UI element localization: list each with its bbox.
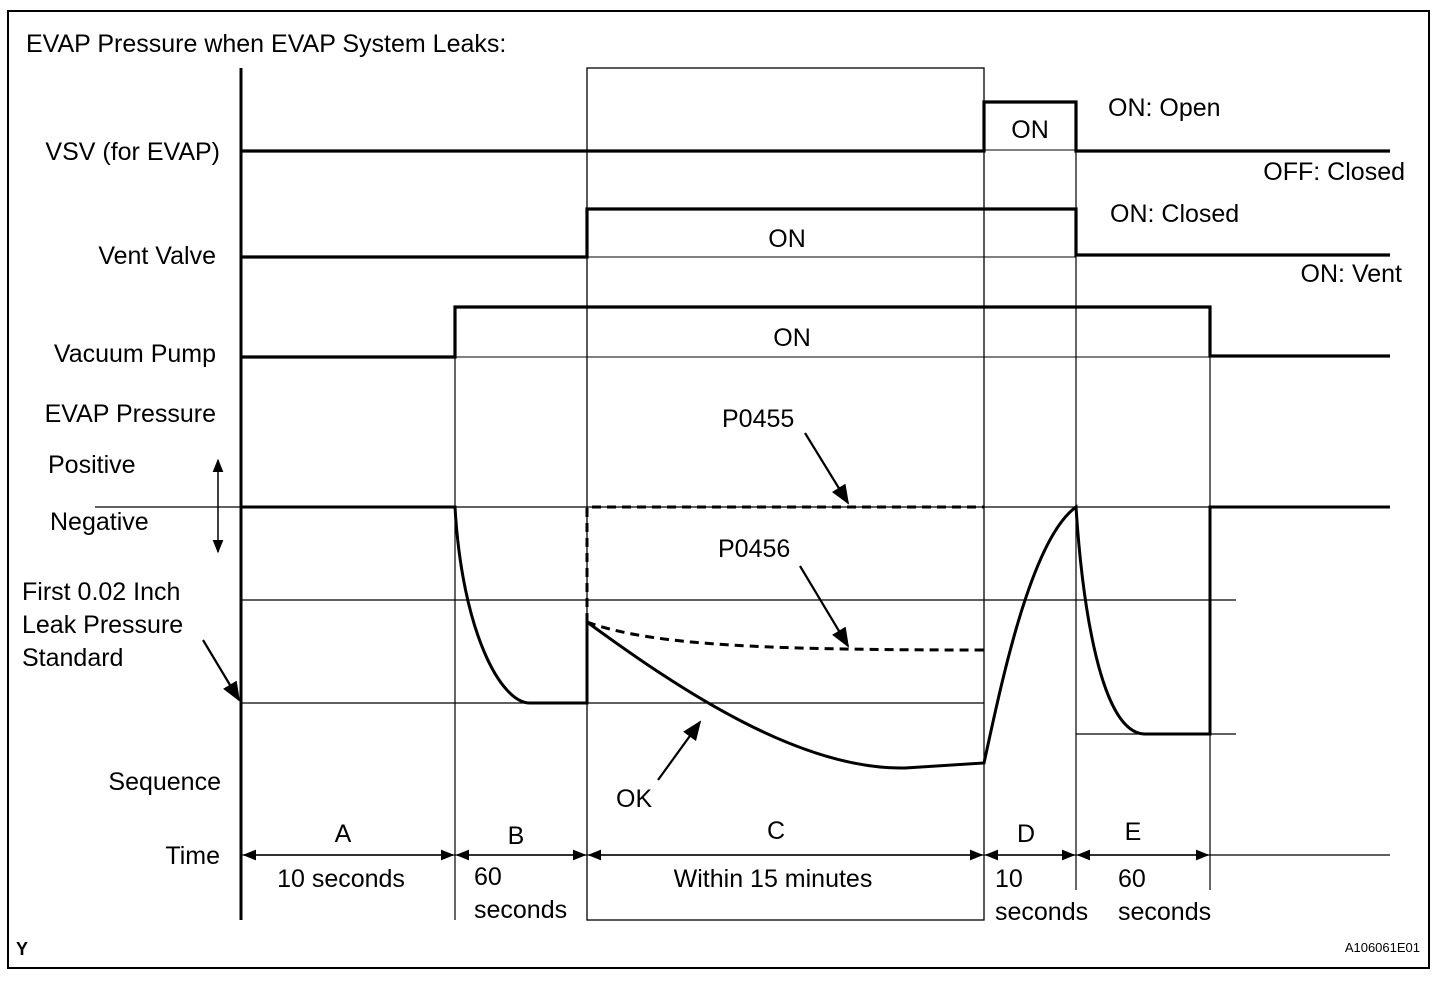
p0455-dashed-curve: [585, 505, 984, 622]
ok-pointer: [657, 720, 702, 781]
pump-on-label: ON: [773, 324, 811, 352]
label-vent-valve: Vent Valve: [98, 242, 216, 270]
sequence-letter-c: C: [767, 817, 785, 845]
sequence-letter-a: A: [335, 820, 352, 848]
duration-e-line2: seconds: [1118, 898, 1211, 926]
outer-frame: [7, 10, 1430, 969]
diagram-title: EVAP Pressure when EVAP System Leaks:: [26, 30, 506, 58]
duration-a: 10 seconds: [277, 865, 405, 893]
duration-c: Within 15 minutes: [674, 865, 873, 893]
duration-d-line1: 10: [995, 865, 1023, 893]
sequence-letter-e: E: [1125, 818, 1142, 846]
label-time: Time: [165, 842, 220, 870]
p0456-pointer: [799, 565, 850, 648]
vent-on-label: ON: [768, 225, 806, 253]
label-sequence: Sequence: [108, 768, 221, 796]
vacuum-pump-trace: [241, 305, 1390, 359]
vsv-open-label: ON: Open: [1108, 94, 1221, 122]
label-vacuum-pump: Vacuum Pump: [54, 340, 216, 368]
p0456-label: P0456: [718, 535, 790, 563]
vsv-trace: [241, 100, 1390, 153]
vent-closed-label: ON: Closed: [1110, 200, 1239, 228]
footer-figure-id: A106061E01: [1345, 940, 1420, 955]
duration-b-line2: seconds: [474, 896, 567, 924]
duration-e-line1: 60: [1118, 865, 1146, 893]
label-negative: Negative: [50, 508, 149, 536]
p0455-label: P0455: [722, 405, 794, 433]
vent-vent-label: ON: Vent: [1301, 260, 1402, 288]
leak-standard-pointer: [202, 639, 241, 702]
label-leak-std-1: First 0.02 Inch: [22, 578, 180, 606]
evap-pressure-trace: [241, 504, 1390, 770]
sequence-letter-b: B: [508, 822, 525, 850]
vent-valve-trace: [241, 207, 1390, 259]
label-leak-std-2: Leak Pressure: [22, 611, 183, 639]
footer-left-mark: Y: [16, 939, 28, 959]
label-vsv: VSV (for EVAP): [45, 138, 220, 166]
sequence-letter-d: D: [1017, 820, 1035, 848]
label-leak-std-3: Standard: [22, 644, 123, 672]
p0455-pointer: [804, 432, 850, 505]
vsv-closed-label: OFF: Closed: [1263, 158, 1405, 186]
p0456-dashed-curve: [586, 620, 985, 652]
label-evap-pressure: EVAP Pressure: [45, 400, 216, 428]
phase-c-box: [586, 67, 985, 921]
ok-label: OK: [616, 785, 652, 813]
duration-b-line1: 60: [474, 863, 502, 891]
duration-d-line2: seconds: [995, 898, 1088, 926]
vsv-on-label: ON: [1011, 116, 1049, 144]
label-positive: Positive: [48, 451, 136, 479]
